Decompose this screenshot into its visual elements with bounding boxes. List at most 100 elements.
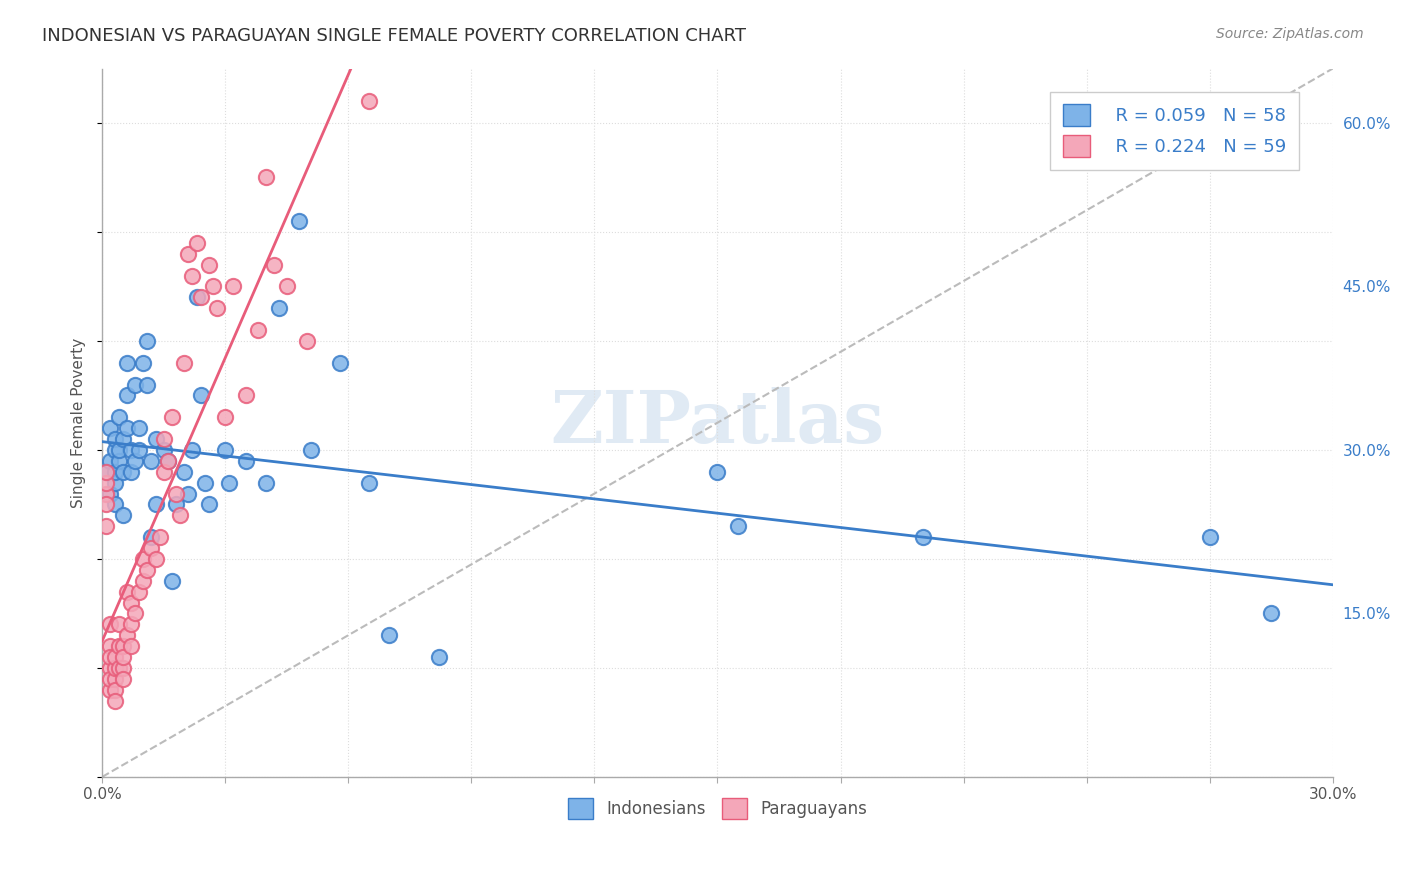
Point — [103, 465, 125, 479]
Point — [169, 508, 191, 523]
Point — [706, 465, 728, 479]
Point — [100, 486, 122, 500]
Point — [235, 388, 257, 402]
Point — [120, 442, 142, 457]
Point — [141, 454, 163, 468]
Point — [115, 421, 138, 435]
Point — [103, 432, 125, 446]
Point — [136, 334, 159, 348]
Point — [132, 552, 155, 566]
Point — [96, 497, 118, 511]
Point — [103, 682, 125, 697]
Point — [136, 563, 159, 577]
Point — [103, 497, 125, 511]
Point — [222, 279, 245, 293]
Point — [149, 530, 172, 544]
Text: ZIPatlas: ZIPatlas — [550, 387, 884, 458]
Point — [177, 486, 200, 500]
Point — [357, 475, 380, 490]
Point — [100, 650, 122, 665]
Point — [111, 650, 134, 665]
Point — [103, 672, 125, 686]
Point — [201, 279, 224, 293]
Point — [120, 639, 142, 653]
Point — [111, 661, 134, 675]
Point — [186, 235, 208, 250]
Point — [96, 465, 118, 479]
Point — [103, 693, 125, 707]
Point — [214, 442, 236, 457]
Point — [254, 170, 277, 185]
Point — [128, 421, 150, 435]
Point — [276, 279, 298, 293]
Point — [100, 454, 122, 468]
Point — [111, 672, 134, 686]
Point — [100, 672, 122, 686]
Point — [96, 475, 118, 490]
Point — [165, 486, 187, 500]
Point — [111, 465, 134, 479]
Point — [173, 465, 195, 479]
Point — [247, 323, 270, 337]
Point — [156, 454, 179, 468]
Point — [107, 639, 129, 653]
Point — [145, 497, 167, 511]
Point — [152, 442, 174, 457]
Point — [357, 94, 380, 108]
Point — [132, 356, 155, 370]
Point — [103, 650, 125, 665]
Point — [160, 410, 183, 425]
Text: Source: ZipAtlas.com: Source: ZipAtlas.com — [1216, 27, 1364, 41]
Point — [145, 552, 167, 566]
Point — [254, 475, 277, 490]
Point — [141, 541, 163, 555]
Point — [100, 617, 122, 632]
Text: INDONESIAN VS PARAGUAYAN SINGLE FEMALE POVERTY CORRELATION CHART: INDONESIAN VS PARAGUAYAN SINGLE FEMALE P… — [42, 27, 747, 45]
Point — [173, 356, 195, 370]
Point — [288, 214, 311, 228]
Point — [141, 530, 163, 544]
Point — [156, 454, 179, 468]
Point — [263, 258, 285, 272]
Point — [111, 508, 134, 523]
Point — [100, 682, 122, 697]
Y-axis label: Single Female Poverty: Single Female Poverty — [72, 337, 86, 508]
Point — [100, 639, 122, 653]
Point — [190, 388, 212, 402]
Point — [198, 258, 221, 272]
Point — [186, 290, 208, 304]
Point — [299, 442, 322, 457]
Point — [160, 574, 183, 588]
Point — [132, 574, 155, 588]
Point — [128, 584, 150, 599]
Point — [378, 628, 401, 642]
Point — [181, 268, 204, 283]
Point — [111, 432, 134, 446]
Point — [124, 607, 146, 621]
Point — [100, 661, 122, 675]
Point — [177, 247, 200, 261]
Point — [107, 454, 129, 468]
Point — [96, 486, 118, 500]
Point — [103, 475, 125, 490]
Point — [120, 465, 142, 479]
Point — [1260, 607, 1282, 621]
Point — [427, 650, 450, 665]
Point — [115, 584, 138, 599]
Point — [235, 454, 257, 468]
Point — [100, 421, 122, 435]
Point — [194, 475, 217, 490]
Point — [120, 617, 142, 632]
Point — [190, 290, 212, 304]
Point — [115, 356, 138, 370]
Point — [181, 442, 204, 457]
Point — [205, 301, 228, 316]
Point — [120, 595, 142, 609]
Point — [111, 639, 134, 653]
Point — [124, 377, 146, 392]
Point — [267, 301, 290, 316]
Point — [727, 519, 749, 533]
Point — [115, 388, 138, 402]
Point — [103, 661, 125, 675]
Point — [128, 442, 150, 457]
